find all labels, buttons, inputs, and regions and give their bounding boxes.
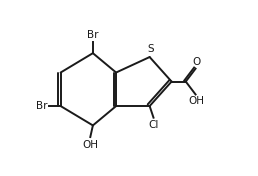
- Text: Br: Br: [87, 30, 99, 40]
- Text: OH: OH: [82, 140, 98, 150]
- Text: Br: Br: [36, 101, 47, 111]
- Text: OH: OH: [189, 96, 205, 106]
- Text: O: O: [192, 57, 201, 67]
- Text: S: S: [148, 44, 154, 54]
- Text: Cl: Cl: [148, 120, 159, 130]
